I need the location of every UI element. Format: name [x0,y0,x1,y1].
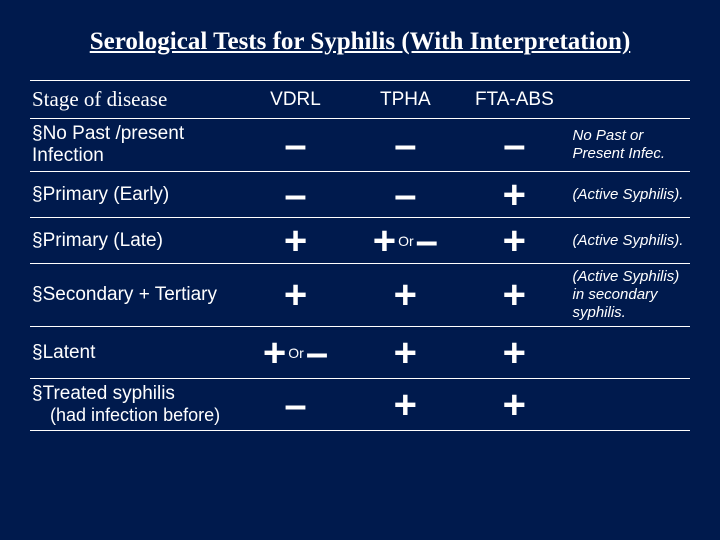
stage-cell: §Latent [30,327,241,379]
serology-table: Stage of disease VDRL TPHA FTA-ABS §No P… [30,80,690,431]
tpha-cell: + [350,327,460,379]
vdrl-cell: + [241,264,351,327]
slide: Serological Tests for Syphilis (With Int… [0,0,720,540]
table-row: §Primary (Early) – – + (Active Syphilis)… [30,172,690,218]
stage-cell: §Primary (Late) [30,218,241,264]
fta-cell: + [460,264,568,327]
table-row: §Treated syphilis(had infection before) … [30,379,690,431]
tpha-cell: + [350,264,460,327]
col-vdrl: VDRL [241,81,351,119]
stage-cell: §No Past /present Infection [30,119,241,172]
fta-cell: – [460,119,568,172]
vdrl-cell: +Or– [241,327,351,379]
col-tpha: TPHA [350,81,460,119]
table-header-row: Stage of disease VDRL TPHA FTA-ABS [30,81,690,119]
slide-title: Serological Tests for Syphilis (With Int… [30,28,690,56]
table-row: §Primary (Late) + +Or– + (Active Syphili… [30,218,690,264]
col-fta: FTA-ABS [460,81,568,119]
table-row: §Secondary + Tertiary + + + (Active Syph… [30,264,690,327]
interp-cell: No Past or Present Infec. [569,119,691,172]
table-row: §No Past /present Infection – – – No Pas… [30,119,690,172]
tpha-cell: – [350,119,460,172]
tpha-cell: – [350,172,460,218]
interp-cell: (Active Syphilis) in secondary syphilis. [569,264,691,327]
fta-cell: + [460,172,568,218]
vdrl-cell: – [241,119,351,172]
tpha-cell: +Or– [350,218,460,264]
interp-cell [569,379,691,431]
vdrl-cell: – [241,379,351,431]
fta-cell: + [460,218,568,264]
vdrl-cell: + [241,218,351,264]
vdrl-cell: – [241,172,351,218]
interp-cell: (Active Syphilis). [569,172,691,218]
stage-cell: §Primary (Early) [30,172,241,218]
fta-cell: + [460,327,568,379]
fta-cell: + [460,379,568,431]
col-interp [569,81,691,119]
tpha-cell: + [350,379,460,431]
table-row: §Latent +Or– + + [30,327,690,379]
stage-cell: §Secondary + Tertiary [30,264,241,327]
interp-cell: (Active Syphilis). [569,218,691,264]
interp-cell [569,327,691,379]
col-stage: Stage of disease [30,81,241,119]
stage-cell: §Treated syphilis(had infection before) [30,379,241,431]
